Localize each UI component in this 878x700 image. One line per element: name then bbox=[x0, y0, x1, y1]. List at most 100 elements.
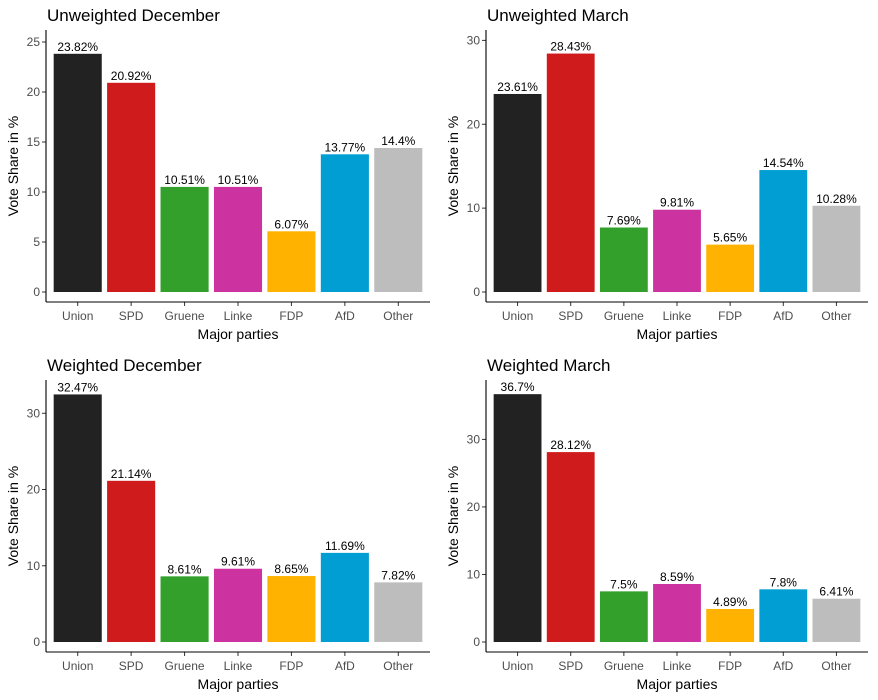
x-tick-label-afd: AfD bbox=[773, 309, 793, 323]
data-label-other: 10.28% bbox=[816, 192, 857, 206]
bar-afd bbox=[759, 170, 808, 292]
x-axis-title: Major parties bbox=[637, 676, 718, 692]
x-tick-label-gruene: Gruene bbox=[604, 659, 644, 673]
chart-title: Weighted March bbox=[487, 356, 610, 375]
y-axis-title: Vote Share in % bbox=[445, 116, 461, 216]
data-label-afd: 13.77% bbox=[325, 140, 366, 154]
bar-union bbox=[53, 53, 102, 292]
bar-afd bbox=[759, 589, 808, 642]
x-tick-label-other: Other bbox=[383, 309, 413, 323]
x-tick-label-union: Union bbox=[502, 659, 533, 673]
bar-other bbox=[374, 582, 423, 642]
data-label-union: 23.61% bbox=[497, 80, 538, 94]
chart-panel-weighted-december: Weighted December Vote Share in % 0 10 20 30 3… bbox=[5, 356, 430, 692]
chart-title: Unweighted March bbox=[487, 6, 629, 25]
x-tick-label-gruene: Gruene bbox=[165, 309, 205, 323]
y-axis-title: Vote Share in % bbox=[5, 116, 21, 216]
data-label-gruene: 7.69% bbox=[607, 214, 641, 228]
x-tick-label-spd: SPD bbox=[558, 659, 583, 673]
bar-spd bbox=[107, 480, 156, 642]
y-tick-label: 15 bbox=[27, 135, 41, 149]
data-label-fdp: 4.89% bbox=[713, 595, 747, 609]
bar-union bbox=[53, 394, 102, 642]
x-tick-label-fdp: FDP bbox=[279, 309, 303, 323]
x-tick-label-gruene: Gruene bbox=[165, 659, 205, 673]
bar-union bbox=[493, 394, 542, 642]
data-label-other: 6.41% bbox=[819, 585, 853, 599]
y-tick-label: 10 bbox=[27, 185, 41, 199]
bar-linke bbox=[213, 568, 263, 642]
data-label-other: 7.82% bbox=[381, 568, 415, 582]
chart-panel-weighted-march: Weighted March Vote Share in % 0 10 20 30 36.7… bbox=[445, 356, 868, 692]
bar-linke bbox=[653, 583, 701, 642]
x-tick-label-afd: AfD bbox=[335, 309, 355, 323]
x-tick-label-fdp: FDP bbox=[718, 659, 742, 673]
y-tick-label: 0 bbox=[473, 285, 480, 299]
y-tick-label: 25 bbox=[27, 35, 41, 49]
x-tick-label-union: Union bbox=[62, 309, 93, 323]
data-label-spd: 28.12% bbox=[550, 438, 591, 452]
data-label-spd: 20.92% bbox=[111, 69, 152, 83]
x-tick-label-union: Union bbox=[502, 309, 533, 323]
y-tick-label: 20 bbox=[27, 483, 41, 497]
y-tick-label: 20 bbox=[467, 500, 481, 514]
x-tick-label-spd: SPD bbox=[558, 309, 583, 323]
bar-union bbox=[493, 93, 542, 292]
data-label-fdp: 6.07% bbox=[274, 217, 308, 231]
data-label-afd: 7.8% bbox=[770, 575, 798, 589]
x-tick-label-fdp: FDP bbox=[718, 309, 742, 323]
data-label-afd: 11.69% bbox=[325, 539, 365, 553]
bar-spd bbox=[546, 452, 595, 642]
y-tick-label: 30 bbox=[27, 406, 41, 420]
bar-afd bbox=[320, 154, 369, 292]
data-label-linke: 8.59% bbox=[660, 570, 694, 584]
chart-title: Unweighted December bbox=[47, 6, 220, 25]
data-label-gruene: 8.61% bbox=[168, 562, 202, 576]
bar-spd bbox=[546, 53, 595, 292]
data-label-linke: 9.61% bbox=[221, 555, 255, 569]
x-axis-title: Major parties bbox=[637, 326, 718, 342]
bar-linke bbox=[213, 186, 263, 292]
chart-panel-unweighted-march: Unweighted March Vote Share in % 0 10 20 30 23… bbox=[445, 6, 868, 342]
bar-fdp bbox=[267, 576, 316, 642]
y-tick-label: 20 bbox=[27, 85, 41, 99]
bar-spd bbox=[107, 82, 156, 292]
data-label-afd: 14.54% bbox=[763, 156, 804, 170]
y-tick-label: 0 bbox=[33, 635, 40, 649]
bar-gruene bbox=[599, 591, 648, 642]
x-tick-label-other: Other bbox=[383, 659, 413, 673]
x-tick-label-spd: SPD bbox=[119, 659, 144, 673]
data-label-union: 36.7% bbox=[501, 380, 535, 394]
x-tick-label-afd: AfD bbox=[773, 659, 793, 673]
x-tick-label-linke: Linke bbox=[224, 659, 253, 673]
data-label-union: 23.82% bbox=[57, 40, 98, 54]
bar-fdp bbox=[706, 244, 755, 292]
data-label-linke: 10.51% bbox=[218, 173, 259, 187]
bar-fdp bbox=[267, 231, 316, 292]
bar-gruene bbox=[160, 186, 209, 292]
data-label-fdp: 8.65% bbox=[274, 562, 308, 576]
bar-gruene bbox=[599, 227, 648, 292]
bar-other bbox=[812, 205, 861, 292]
x-tick-label-other: Other bbox=[821, 309, 851, 323]
x-tick-label-linke: Linke bbox=[663, 309, 692, 323]
y-tick-label: 20 bbox=[467, 117, 481, 131]
x-axis-title: Major parties bbox=[198, 326, 279, 342]
x-tick-label-other: Other bbox=[821, 659, 851, 673]
y-tick-label: 30 bbox=[467, 432, 481, 446]
y-tick-label: 5 bbox=[33, 235, 40, 249]
data-label-spd: 21.14% bbox=[111, 467, 152, 481]
bar-gruene bbox=[160, 576, 209, 642]
data-label-union: 32.47% bbox=[57, 380, 98, 394]
y-tick-label: 0 bbox=[33, 285, 40, 299]
y-tick-label: 10 bbox=[27, 559, 41, 573]
bar-other bbox=[374, 148, 423, 292]
x-tick-label-linke: Linke bbox=[663, 659, 692, 673]
x-tick-label-union: Union bbox=[62, 659, 93, 673]
bar-linke bbox=[653, 209, 701, 292]
x-tick-label-afd: AfD bbox=[335, 659, 355, 673]
y-axis-title: Vote Share in % bbox=[5, 466, 21, 566]
x-tick-label-fdp: FDP bbox=[279, 659, 303, 673]
y-axis-title: Vote Share in % bbox=[445, 466, 461, 566]
